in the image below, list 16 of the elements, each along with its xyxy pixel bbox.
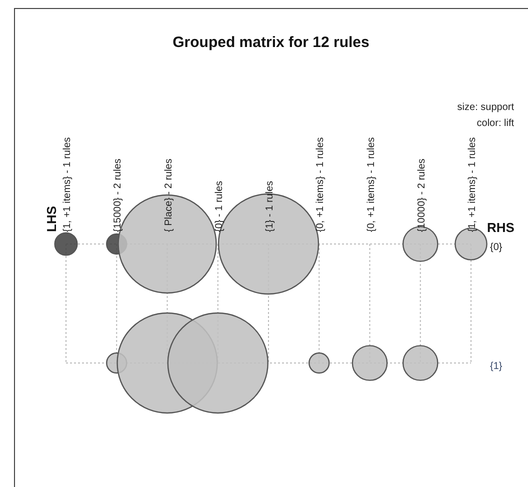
x-tick-label: { Place} - 2 rules [163,158,174,232]
y-axis-title: RHS [487,220,515,235]
y-tick-label: {1} [490,360,503,372]
x-tick-label: {15000} - 2 rules [112,158,124,232]
x-tick-label: {0, +1 items} - 1 rules [366,137,377,232]
x-tick-label: {1, +1 items} - 1 rules [467,137,478,232]
chart-title: Grouped matrix for 12 rules [172,34,370,51]
x-tick-label: {0, +1 items} - 1 rules [315,137,326,232]
text: LHS [44,206,59,232]
text: size: support [457,102,514,113]
x-tick-label: {1} - 1 rules [264,180,276,232]
x-tick-label: {10000} - 2 rules [416,158,428,232]
y-tick-label: {0} [490,242,503,253]
text: color: lift [476,118,514,129]
x-tick-label: {0} - 1 rules [214,180,225,232]
x-tick-label: {1, +1 items} - 1 rules [62,137,73,232]
